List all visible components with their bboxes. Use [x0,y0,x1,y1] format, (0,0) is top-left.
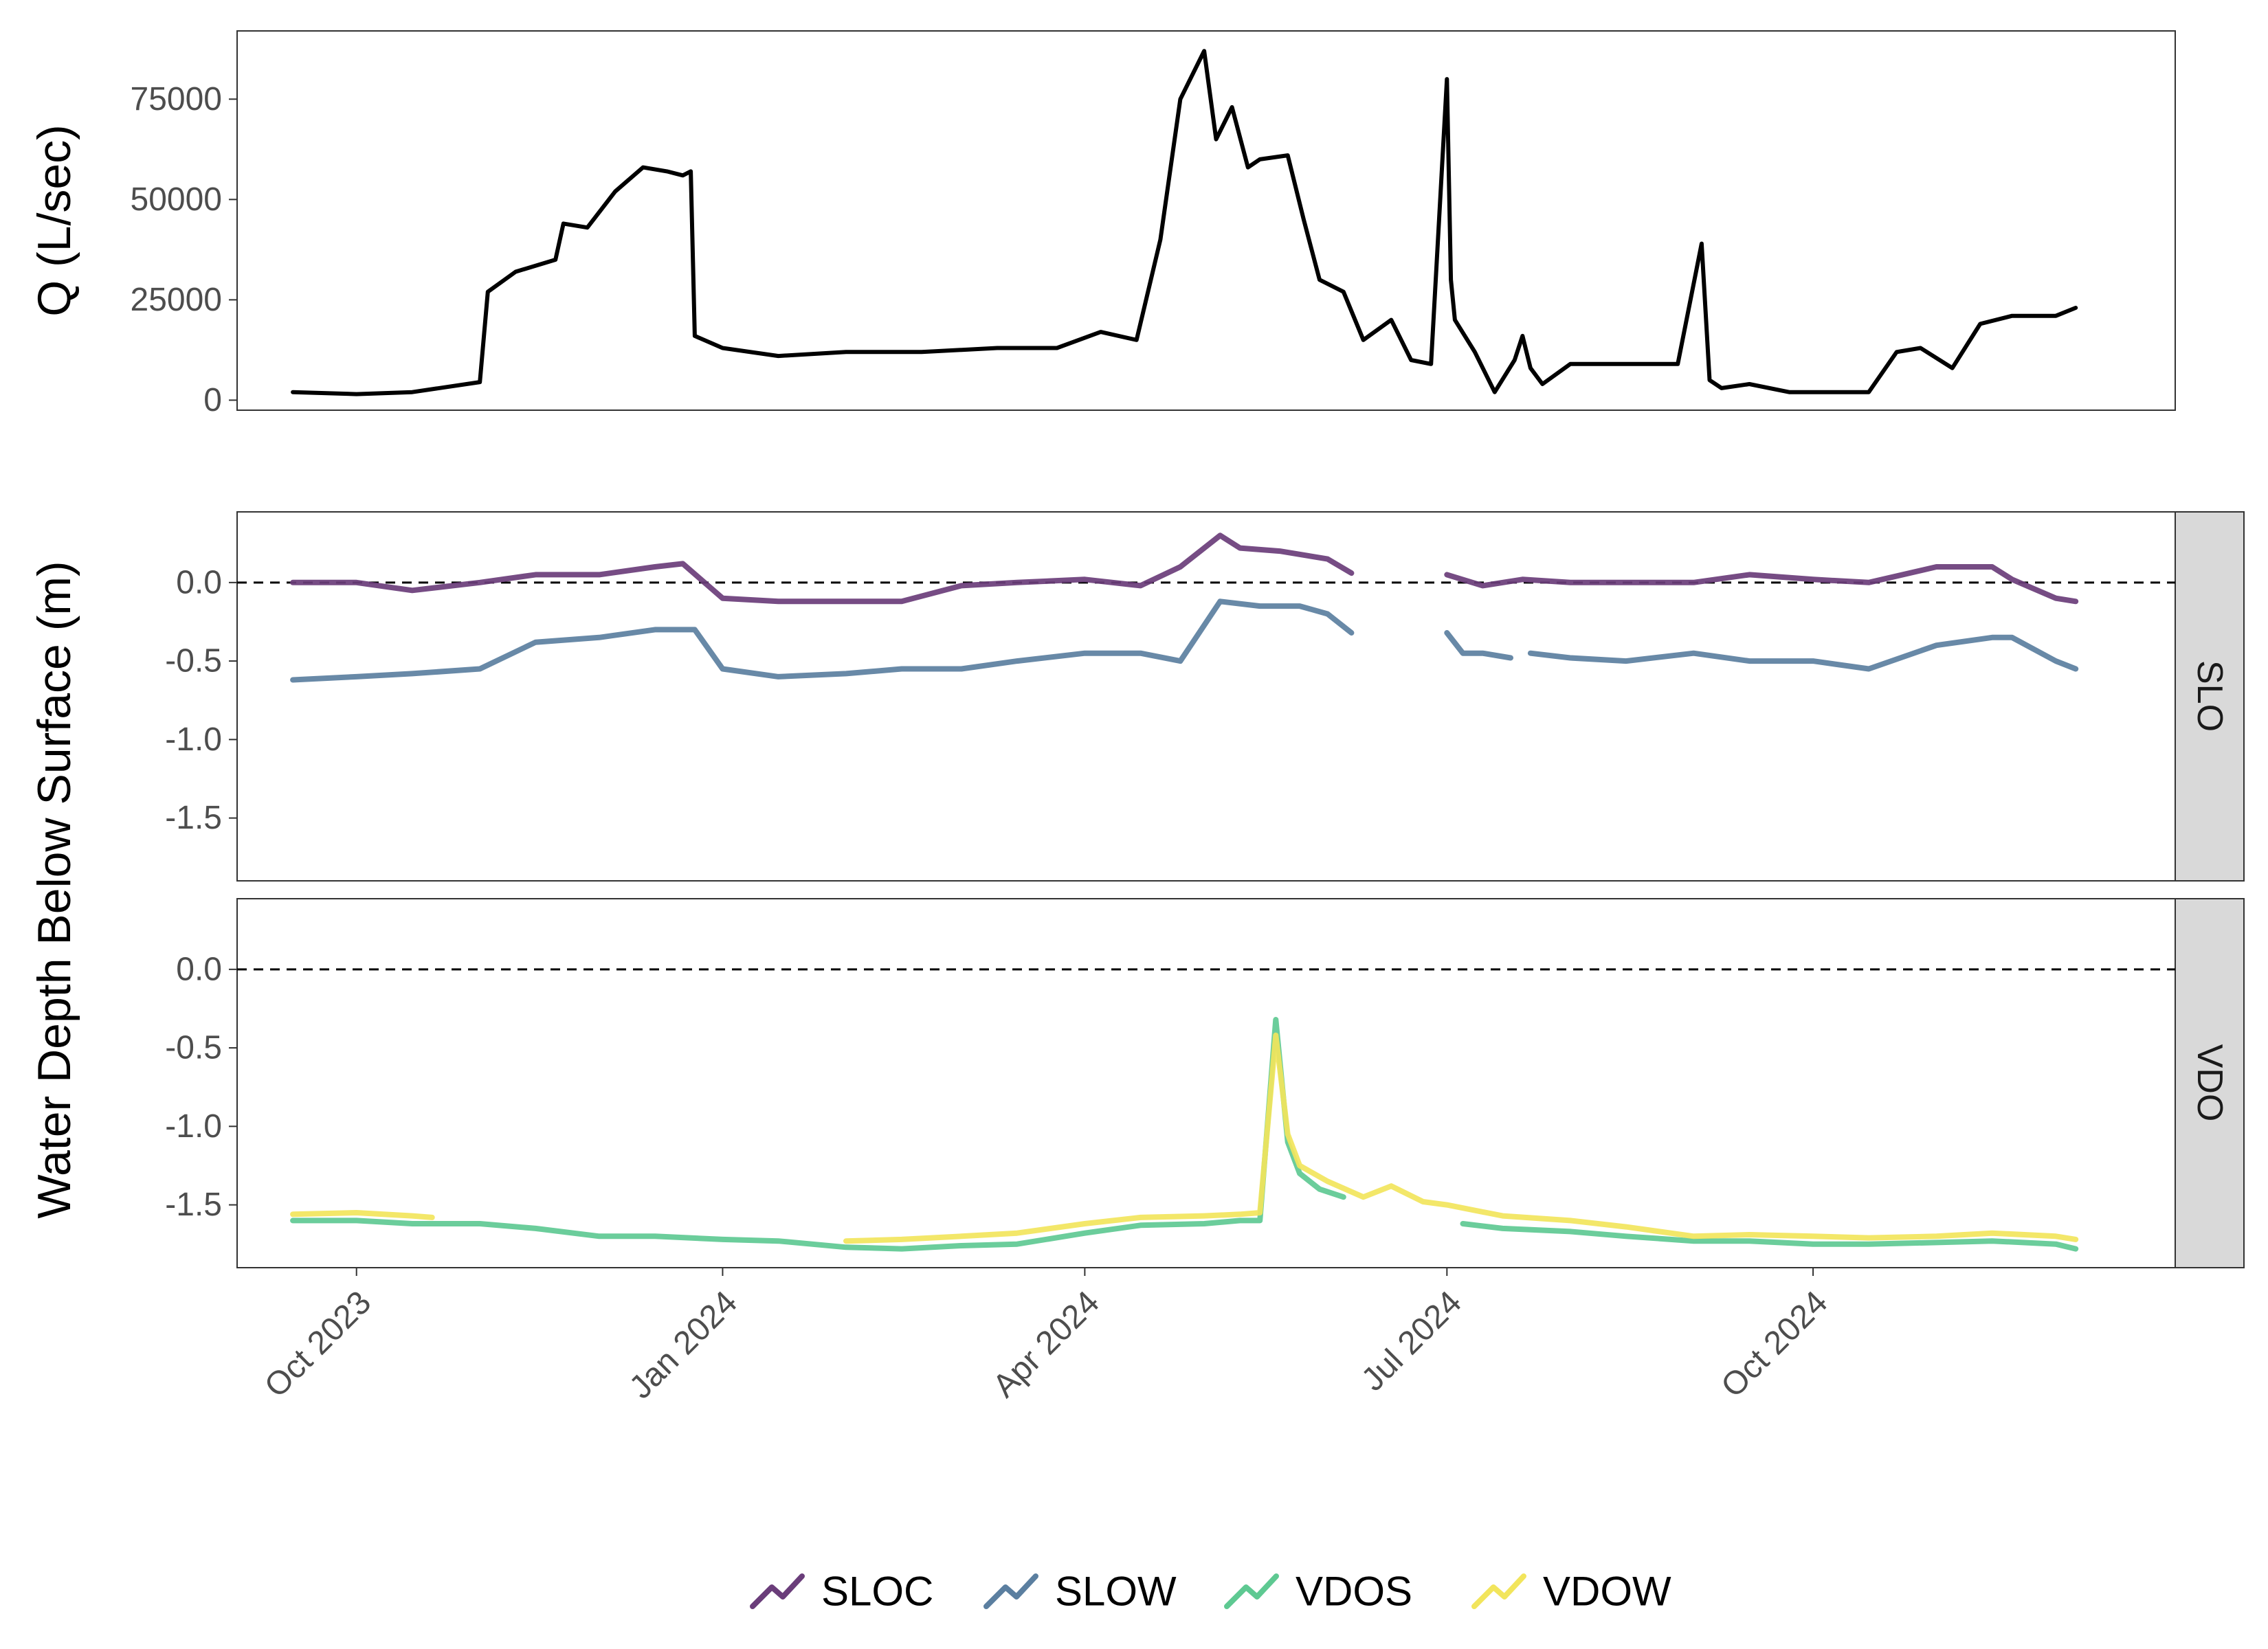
vdo-ytick-label: -0.5 [165,1030,222,1066]
vdo-facet-strip [2175,898,2245,1268]
legend: SLOC SLOW VDOS VDOW [750,1569,1671,1615]
legend-label: VDOS [1296,1569,1412,1615]
legend-key-vdow [1471,1573,1526,1609]
vdo-facet-label: VDO [2190,1044,2230,1122]
slo-ytick-label: 0.0 [176,564,222,601]
legend-label: SLOC [821,1569,933,1615]
discharge-panel-frame [236,30,2176,411]
legend-key-slow [983,1573,1038,1609]
vdow-series-line [843,1032,2079,1244]
slo-facet-label: SLO [2190,660,2230,732]
discharge-ytick-label: 75000 [131,81,222,117]
slow-series-line [1527,634,2079,672]
sloc-series-line [290,532,1355,605]
slo-ytick-label: -1.5 [165,800,222,836]
slo-panel-frame [236,511,2176,882]
discharge-ytick-label: 50000 [131,181,222,218]
xtick-label: Apr 2024 [986,1284,1107,1404]
slow-series-line [1444,630,1513,661]
xtick-label: Jan 2024 [623,1284,744,1406]
discharge-ytick-label: 0 [203,382,222,418]
discharge-series-line [291,49,2078,396]
legend-label: VDOW [1543,1569,1671,1615]
vdos-series-line [1460,1221,2079,1252]
lines-layer [237,49,2175,1252]
xtick-label: Oct 2023 [258,1284,378,1404]
legend-item-vdow: VDOW [1471,1569,1671,1615]
discharge-axis-title: Q (L/sec) [28,124,80,317]
legend-item-vdos: VDOS [1224,1569,1412,1615]
vdo-ytick-label: 0.0 [176,951,222,987]
legend-item-sloc: SLOC [750,1569,933,1615]
vdow-series-line [290,1210,435,1220]
discharge-ytick-label: 25000 [131,282,222,318]
depth-axis-title: Water Depth Below Surface (m) [28,561,80,1218]
xtick-label: Jul 2024 [1355,1284,1469,1398]
slo-ytick-label: -0.5 [165,643,222,680]
legend-key-sloc [750,1573,805,1609]
vdo-ytick-label: -1.5 [165,1187,222,1223]
slo-ytick-label: -1.0 [165,721,222,758]
slo-facet-strip [2175,511,2245,882]
legend-item-slow: SLOW [983,1569,1177,1615]
sloc-series-line [1444,564,2079,605]
slow-series-line [290,598,1355,683]
legend-key-vdos [1224,1573,1279,1609]
legend-label: SLOW [1055,1569,1177,1615]
vdo-panel-frame [236,898,2176,1268]
vdo-ytick-label: -1.0 [165,1108,222,1145]
xtick-label: Oct 2024 [1714,1284,1834,1404]
